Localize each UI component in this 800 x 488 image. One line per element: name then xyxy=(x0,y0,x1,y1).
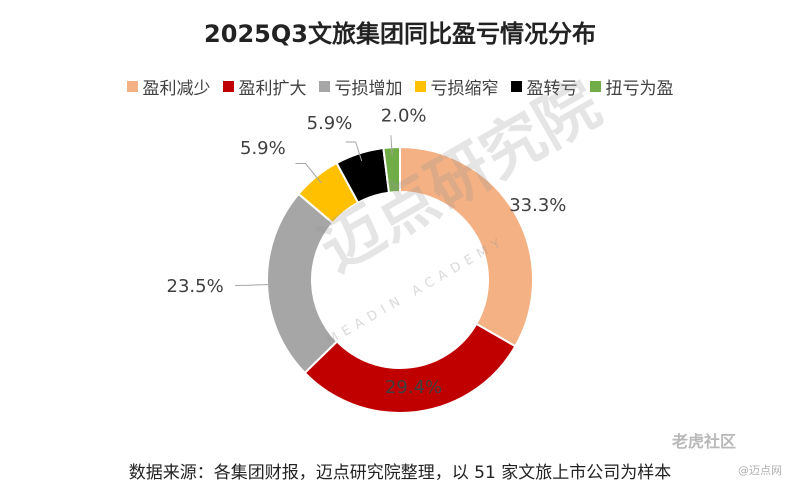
leader-line xyxy=(390,135,393,156)
data-label: 5.9% xyxy=(307,113,353,134)
leader-line xyxy=(235,283,276,286)
legend-label: 盈转亏 xyxy=(526,79,578,99)
data-label: 33.3% xyxy=(509,195,566,216)
legend-item: 亏损缩窄 xyxy=(414,74,499,99)
legend-swatch xyxy=(126,81,138,92)
data-label: 2.0% xyxy=(381,105,427,126)
legend-label: 扭亏为盈 xyxy=(605,79,674,99)
legend-label: 亏损增加 xyxy=(334,79,403,99)
source-note: 数据来源：各集团财报，迈点研究院整理，以 51 家文旅上市公司为样本 xyxy=(128,463,672,483)
donut-slice xyxy=(382,145,401,194)
data-label: 29.4% xyxy=(385,377,442,398)
legend-item: 盈利扩大 xyxy=(222,74,307,99)
legend-swatch xyxy=(510,81,522,92)
legend-swatch xyxy=(414,81,426,92)
data-label: 5.9% xyxy=(240,138,286,159)
legend-label: 亏损缩窄 xyxy=(430,79,499,99)
data-label: 23.5% xyxy=(167,276,224,297)
donut-slice xyxy=(303,322,517,414)
leader-line xyxy=(295,163,322,184)
donut-slice xyxy=(399,145,534,348)
legend-swatch xyxy=(589,81,601,92)
legend-item: 盈转亏 xyxy=(510,74,578,99)
legend-item: 扭亏为盈 xyxy=(589,74,674,99)
chart-legend: 盈利减少 盈利扩大 亏损增加 亏损缩窄 盈转亏 扭亏为盈 xyxy=(0,74,800,99)
legend-label: 盈利扩大 xyxy=(238,79,307,99)
leader-line xyxy=(345,141,363,162)
corner-watermark: 老虎社区 xyxy=(672,432,737,451)
legend-item: 亏损增加 xyxy=(318,74,403,99)
legend-swatch xyxy=(318,81,330,92)
legend-swatch xyxy=(222,81,234,92)
corner-watermark-sub: @迈点网 xyxy=(738,464,782,477)
chart-title: 2025Q3文旅集团同比盈亏情况分布 xyxy=(204,20,596,48)
legend-item: 盈利减少 xyxy=(126,74,211,99)
legend-label: 盈利减少 xyxy=(142,79,211,99)
